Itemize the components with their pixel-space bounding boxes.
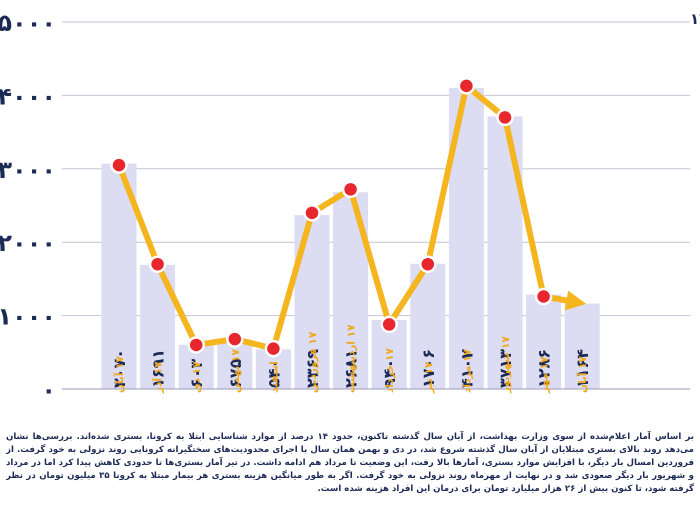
- trend-marker: [380, 315, 398, 334]
- trend-markers: [110, 77, 553, 358]
- value-label: ۱۱۶۴: [573, 349, 592, 388]
- category-label: ۱۷ تیر: [423, 361, 435, 394]
- trend-marker: [534, 287, 553, 306]
- bars: [101, 87, 600, 390]
- trend-marker: [187, 336, 205, 354]
- trend-marker: [457, 77, 476, 95]
- value-label: ۲۶۸۱: [342, 349, 361, 388]
- bar-line-chart: نمودار روند بستری‌های کرونا از ۱۷ آبان ۹…: [0, 9, 700, 404]
- trend-marker: [496, 108, 514, 127]
- bar: [564, 303, 600, 389]
- value-label: ۵۴۰: [264, 359, 283, 388]
- y-tick-label: ۱۰۰۰: [0, 303, 56, 331]
- trend-marker: [419, 255, 437, 273]
- category-label: ۱۷ شهریور: [500, 336, 512, 394]
- value-label: ۳۷۱۳: [496, 349, 515, 388]
- bar: [526, 294, 562, 389]
- caption-paragraph: بر اساس آمار اعلام‌شده از سوی وزارت بهدا…: [6, 432, 694, 494]
- trend-marker: [303, 204, 321, 222]
- category-label: ۱۷ مرداد: [461, 349, 473, 393]
- trend-marker: [264, 339, 283, 358]
- value-label: ۱۷۰۶: [419, 349, 438, 388]
- category-label: ۱۷ دی: [191, 361, 203, 393]
- trend-marker: [148, 255, 167, 273]
- value-label: ۱۲۸۶: [535, 349, 554, 388]
- value-label: ۹۴۰: [380, 359, 399, 388]
- value-label: ۱۶۹۱: [149, 349, 168, 388]
- trend-marker: [341, 180, 360, 199]
- category-label: ۱۷ مهر: [539, 356, 551, 394]
- category-label: ۱۷ آبان: [576, 355, 589, 393]
- value-label: ۴۱۰۲: [457, 349, 476, 388]
- category-label: ۱۷ آبان: [113, 355, 126, 393]
- value-labels: ۳۰۷۰ ۱۶۹۱ ۶۰۳ ۶۷۵ ۵۴۰ ۲۳۶۹ ۲۶۸۱ ۹۴۰ ۱۷۰۶ ۴۱۰۲ ۳۷۱۳…: [110, 349, 592, 388]
- value-label: ۲۳۶۹: [303, 349, 322, 388]
- y-tick-label: ۴۰۰۰: [0, 82, 56, 110]
- chart-title: نمودار روند بستری‌های کرونا از ۱۷ آبان ۹…: [690, 10, 700, 28]
- value-label: ۶۷۵: [226, 358, 245, 388]
- category-label: ۱۷ خرداد: [384, 347, 396, 393]
- trend-marker: [110, 156, 128, 174]
- trend-arrow-head: [564, 290, 587, 311]
- category-label: ۱۷ آذر: [152, 361, 165, 394]
- y-tick-label: ۳۰۰۰: [0, 156, 56, 184]
- category-label: ۱۷ فروردین: [307, 331, 319, 393]
- trend-marker: [226, 330, 244, 348]
- y-axis-tick-labels: ۰ ۱۰۰۰ ۲۰۰۰ ۳۰۰۰ ۴۰۰۰ ۵۰۰۰: [0, 9, 56, 404]
- value-label: ۶۰۳: [187, 358, 206, 388]
- value-label: ۳۰۷۰: [110, 349, 129, 388]
- category-label: ۱۷ بهمن: [230, 349, 242, 393]
- y-tick-label: ۰: [41, 376, 56, 404]
- y-tick-label: ۲۰۰۰: [0, 229, 56, 257]
- category-label: ۱۷ اردیبهشت: [346, 324, 358, 393]
- y-tick-label: ۵۰۰۰: [0, 9, 56, 37]
